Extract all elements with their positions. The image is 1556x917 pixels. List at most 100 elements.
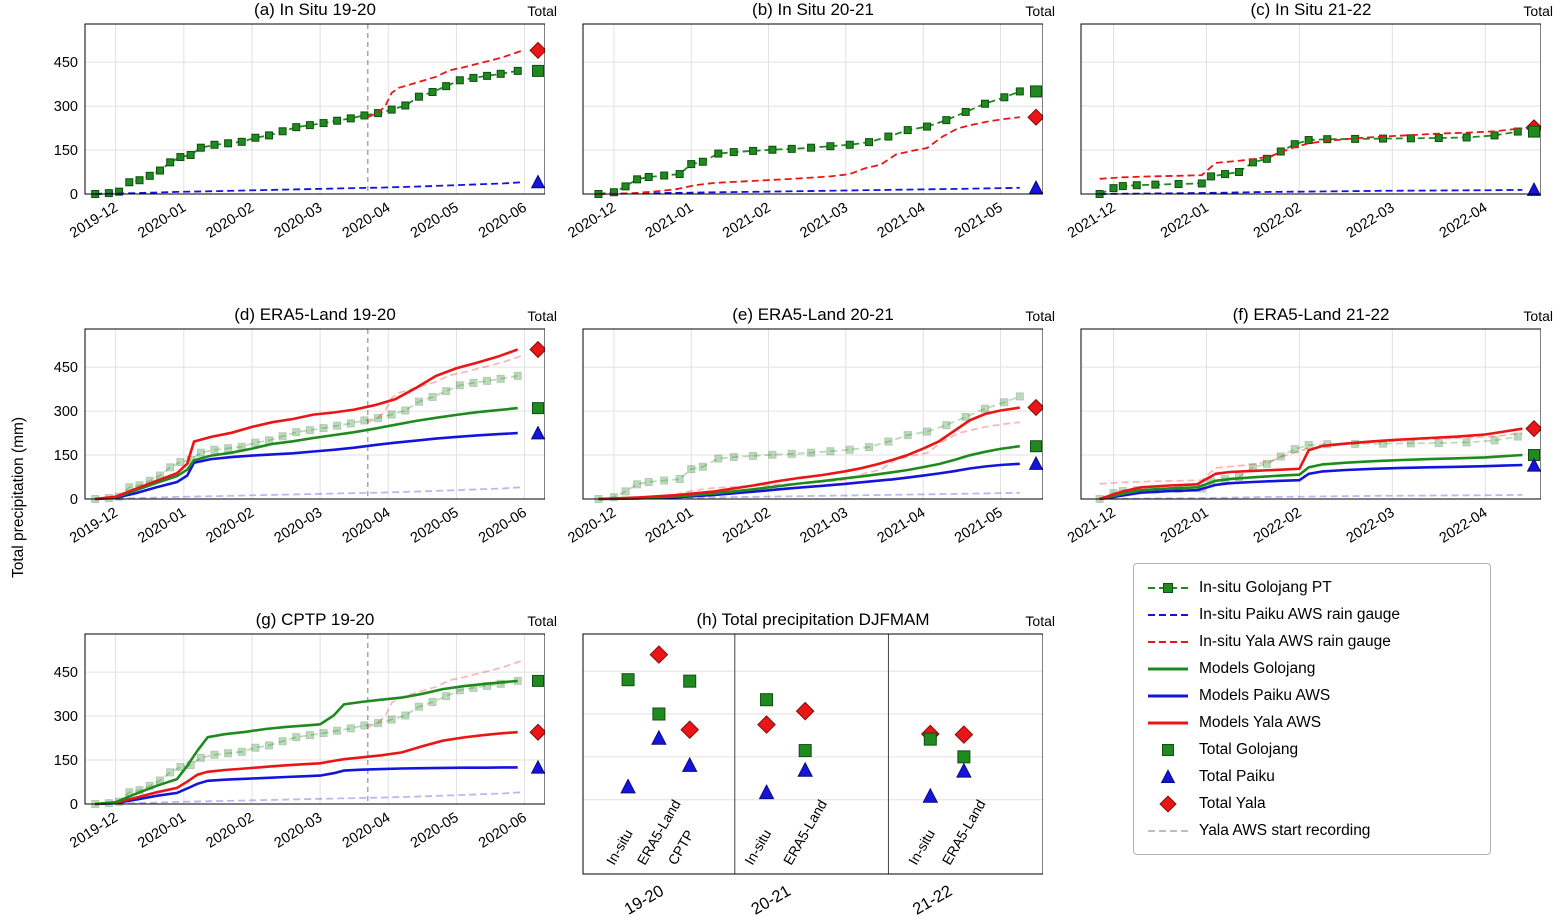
svg-text:2022-04: 2022-04 bbox=[1437, 505, 1491, 547]
svg-text:2022-04: 2022-04 bbox=[1437, 200, 1491, 242]
legend-item: Total Paiku bbox=[1146, 763, 1478, 790]
total-label: Total bbox=[1523, 308, 1553, 324]
svg-text:300: 300 bbox=[54, 404, 78, 420]
legend-item: Yala AWS start recording bbox=[1146, 817, 1478, 844]
svg-text:2020-05: 2020-05 bbox=[408, 810, 462, 852]
svg-text:2020-01: 2020-01 bbox=[135, 505, 189, 547]
legend-sample-icon bbox=[1159, 794, 1177, 813]
svg-text:2021-12: 2021-12 bbox=[1065, 200, 1119, 242]
svg-text:2021-02: 2021-02 bbox=[720, 505, 774, 547]
panel-title: (e) ERA5-Land 20-21 bbox=[732, 305, 894, 324]
legend-sample-icon bbox=[1148, 721, 1188, 724]
panel-title: (c) In Situ 21-22 bbox=[1250, 0, 1372, 19]
svg-text:2020-03: 2020-03 bbox=[272, 810, 326, 852]
in-situ-21-22-chart: 2021-12 2022-01 2022-02 2022-03 2022-04 bbox=[1065, 23, 1541, 242]
legend-item: In-situ Paiku AWS rain gauge bbox=[1146, 601, 1478, 628]
svg-text:2021-03: 2021-03 bbox=[797, 200, 851, 242]
svg-text:450: 450 bbox=[54, 665, 78, 681]
legend-item-label: Yala AWS start recording bbox=[1199, 821, 1371, 839]
svg-text:In-situ: In-situ bbox=[603, 826, 636, 867]
svg-text:2021-01: 2021-01 bbox=[643, 505, 697, 547]
total-label: Total bbox=[1523, 3, 1553, 19]
total-label: Total bbox=[1025, 3, 1055, 19]
legend-item: Total Yala bbox=[1146, 790, 1478, 817]
legend-sample-icon bbox=[1162, 743, 1174, 756]
era5-land-20-21-chart: 2020-12 2021-01 2021-02 2021-03 2021-04 2021-… bbox=[565, 328, 1043, 547]
legend-item: Models Paiku AWS bbox=[1146, 682, 1478, 709]
svg-text:CPTP: CPTP bbox=[664, 827, 697, 867]
svg-text:2022-02: 2022-02 bbox=[1251, 200, 1305, 242]
legend-item: Models Yala AWS bbox=[1146, 709, 1478, 736]
svg-text:300: 300 bbox=[54, 99, 78, 115]
svg-text:2020-01: 2020-01 bbox=[135, 200, 189, 242]
panel-era5-land-19-20: (d) ERA5-Land 19-20 Total 2019-12 2020-01… bbox=[25, 305, 557, 565]
legend-item-label: Total Yala bbox=[1199, 794, 1266, 812]
legend-item: In-situ Yala AWS rain gauge bbox=[1146, 628, 1478, 655]
panel-title: (f) ERA5-Land 21-22 bbox=[1232, 305, 1390, 324]
svg-text:2020-03: 2020-03 bbox=[272, 505, 326, 547]
svg-text:2021-05: 2021-05 bbox=[952, 200, 1006, 242]
svg-text:2020-04: 2020-04 bbox=[340, 200, 394, 242]
panel-in-situ-21-22: (c) In Situ 21-22 Total 2021-12 2022-01 20… bbox=[1021, 0, 1553, 260]
svg-text:150: 150 bbox=[54, 448, 78, 464]
panel-cptp-19-20: (g) CPTP 19-20 Total 2019-12 2020-01 2020-… bbox=[25, 610, 557, 870]
era5-land-19-20-chart: 2019-12 2020-01 2020-02 2020-03 2020-04 2020-… bbox=[54, 328, 545, 547]
svg-text:2020-12: 2020-12 bbox=[565, 200, 619, 242]
svg-text:0: 0 bbox=[70, 492, 78, 508]
cptp-19-20-chart: 2019-12 2020-01 2020-02 2020-03 2020-04 2020-… bbox=[54, 633, 545, 852]
svg-text:0: 0 bbox=[70, 797, 78, 813]
panel-total-djfmam: (h) Total precipitation DJFMAM Total In-… bbox=[523, 610, 1055, 917]
svg-text:19-20: 19-20 bbox=[621, 882, 667, 917]
svg-text:2020-06: 2020-06 bbox=[476, 200, 530, 242]
legend-item-label: In-situ Golojang PT bbox=[1199, 578, 1332, 596]
in-situ-20-21-chart: 2020-12 2021-01 2021-02 2021-03 2021-04 2021-… bbox=[565, 23, 1043, 242]
panel-in-situ-20-21: (b) In Situ 20-21 Total 2020-12 2021-01 20… bbox=[523, 0, 1055, 260]
svg-text:ERA5-Land: ERA5-Land bbox=[939, 797, 989, 868]
svg-text:2020-04: 2020-04 bbox=[340, 810, 394, 852]
legend-item-label: Total Golojang bbox=[1199, 740, 1299, 758]
svg-text:0: 0 bbox=[70, 187, 78, 203]
panel-title: (g) CPTP 19-20 bbox=[255, 610, 375, 629]
legend-item: In-situ Golojang PT bbox=[1146, 574, 1478, 601]
panel-title: (a) In Situ 19-20 bbox=[254, 0, 376, 19]
svg-text:2021-05: 2021-05 bbox=[952, 505, 1006, 547]
svg-text:2021-02: 2021-02 bbox=[720, 200, 774, 242]
panel-title: (d) ERA5-Land 19-20 bbox=[234, 305, 396, 324]
legend-sample-icon bbox=[1148, 694, 1188, 697]
svg-text:ERA5-Land: ERA5-Land bbox=[780, 797, 830, 868]
total-label: Total bbox=[527, 3, 557, 19]
svg-text:150: 150 bbox=[54, 753, 78, 769]
panel-title: (b) In Situ 20-21 bbox=[752, 0, 874, 19]
total-label: Total bbox=[527, 613, 557, 629]
svg-text:300: 300 bbox=[54, 709, 78, 725]
legend-sample-icon bbox=[1148, 667, 1188, 670]
legend: In-situ Golojang PT In-situ Paiku AWS rai… bbox=[1133, 563, 1491, 855]
total-label: Total bbox=[1025, 613, 1055, 629]
svg-text:2020-02: 2020-02 bbox=[203, 505, 257, 547]
legend-item-label: Models Paiku AWS bbox=[1199, 686, 1331, 704]
total-label: Total bbox=[527, 308, 557, 324]
panel-in-situ-19-20: (a) In Situ 19-20 Total 2019-12 2020-01 20… bbox=[25, 0, 557, 260]
svg-text:2021-04: 2021-04 bbox=[875, 505, 929, 547]
svg-text:2020-01: 2020-01 bbox=[135, 810, 189, 852]
svg-text:21-22: 21-22 bbox=[910, 882, 956, 917]
panel-title: (h) Total precipitation DJFMAM bbox=[696, 610, 930, 629]
svg-text:2020-03: 2020-03 bbox=[272, 200, 326, 242]
era5-land-21-22-chart: 2021-12 2022-01 2022-02 2022-03 2022-04 bbox=[1065, 328, 1541, 547]
in-situ-19-20-chart: 2019-12 2020-01 2020-02 2020-03 2020-04 2020-… bbox=[54, 23, 545, 242]
legend-sample-icon bbox=[1148, 829, 1188, 832]
svg-text:In-situ: In-situ bbox=[741, 826, 774, 867]
svg-text:2022-03: 2022-03 bbox=[1344, 505, 1398, 547]
svg-text:2019-12: 2019-12 bbox=[67, 810, 121, 852]
svg-text:2021-12: 2021-12 bbox=[1065, 505, 1119, 547]
svg-text:2020-12: 2020-12 bbox=[565, 505, 619, 547]
svg-text:2019-12: 2019-12 bbox=[67, 505, 121, 547]
svg-text:In-situ: In-situ bbox=[905, 826, 938, 867]
svg-text:2019-12: 2019-12 bbox=[67, 200, 121, 242]
svg-text:2020-04: 2020-04 bbox=[340, 505, 394, 547]
legend-sample-icon bbox=[1160, 768, 1176, 783]
svg-text:2020-02: 2020-02 bbox=[203, 810, 257, 852]
svg-text:2022-01: 2022-01 bbox=[1158, 200, 1212, 242]
